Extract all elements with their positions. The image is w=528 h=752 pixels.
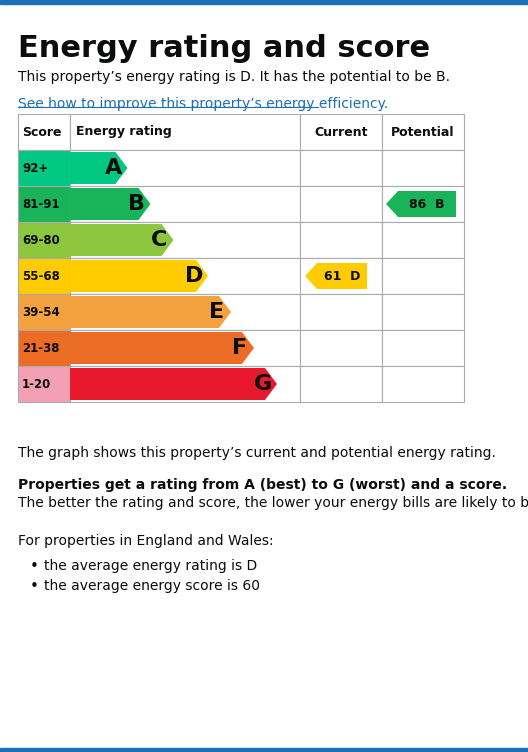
Text: E: E (210, 302, 224, 322)
Bar (382, 366, 464, 402)
Text: 61  D: 61 D (324, 269, 360, 283)
Bar (382, 222, 464, 258)
Bar (70, 294, 300, 330)
Polygon shape (386, 191, 456, 217)
Text: the average energy score is 60: the average energy score is 60 (44, 579, 260, 593)
Polygon shape (70, 152, 127, 184)
Text: The better the rating and score, the lower your energy bills are likely to be.: The better the rating and score, the low… (18, 496, 528, 510)
Text: •: • (30, 559, 39, 574)
Text: The graph shows this property’s current and potential energy rating.: The graph shows this property’s current … (18, 446, 496, 460)
Bar (300, 150, 382, 186)
Bar (382, 150, 464, 186)
Bar (0, 0, 528, 4)
Polygon shape (70, 296, 231, 328)
Bar (18, 366, 70, 402)
Bar (382, 330, 464, 366)
Text: A: A (105, 158, 122, 178)
Text: C: C (152, 230, 168, 250)
Bar (300, 330, 382, 366)
Text: 86  B: 86 B (409, 198, 445, 211)
Bar (18, 150, 70, 186)
Bar (18, 258, 70, 294)
Text: This property’s energy rating is D. It has the potential to be B.: This property’s energy rating is D. It h… (18, 70, 450, 84)
Bar (70, 366, 300, 402)
Bar (18, 294, 70, 330)
Bar (300, 114, 382, 150)
Bar (70, 150, 300, 186)
Polygon shape (70, 224, 174, 256)
Text: 39-54: 39-54 (22, 305, 60, 319)
Text: 92+: 92+ (22, 162, 48, 174)
Bar (18, 186, 70, 222)
Bar (70, 258, 300, 294)
Text: Score: Score (22, 126, 61, 138)
Text: Current: Current (314, 126, 367, 138)
Text: Properties get a rating from A (best) to G (worst) and a score.: Properties get a rating from A (best) to… (18, 478, 507, 492)
Bar (0, 748, 528, 752)
Text: 69-80: 69-80 (22, 234, 60, 247)
Bar (382, 258, 464, 294)
Text: 21-38: 21-38 (22, 341, 60, 354)
Polygon shape (70, 260, 208, 292)
Text: B: B (128, 194, 145, 214)
Text: Energy rating: Energy rating (76, 126, 172, 138)
Text: the average energy rating is D: the average energy rating is D (44, 559, 257, 573)
Bar (300, 366, 382, 402)
Text: For properties in England and Wales:: For properties in England and Wales: (18, 534, 274, 548)
Bar (70, 114, 300, 150)
Bar (70, 330, 300, 366)
Text: Potential: Potential (391, 126, 455, 138)
Bar (382, 294, 464, 330)
Text: G: G (254, 374, 272, 394)
Bar (70, 186, 300, 222)
Bar (18, 330, 70, 366)
Text: See how to improve this property’s energy efficiency.: See how to improve this property’s energ… (18, 97, 388, 111)
Text: F: F (232, 338, 248, 358)
Polygon shape (70, 188, 150, 220)
Text: Energy rating and score: Energy rating and score (18, 34, 430, 63)
Text: 55-68: 55-68 (22, 269, 60, 283)
Bar (300, 294, 382, 330)
Text: 1-20: 1-20 (22, 378, 51, 390)
Bar (18, 222, 70, 258)
Bar (382, 186, 464, 222)
Polygon shape (70, 332, 254, 364)
Bar (300, 258, 382, 294)
Text: 81-91: 81-91 (22, 198, 60, 211)
Text: •: • (30, 579, 39, 594)
Bar (70, 222, 300, 258)
Polygon shape (305, 263, 367, 289)
Bar (300, 222, 382, 258)
Bar (300, 186, 382, 222)
Bar (382, 114, 464, 150)
Polygon shape (70, 368, 277, 400)
Text: D: D (185, 266, 203, 286)
Bar (18, 114, 70, 150)
